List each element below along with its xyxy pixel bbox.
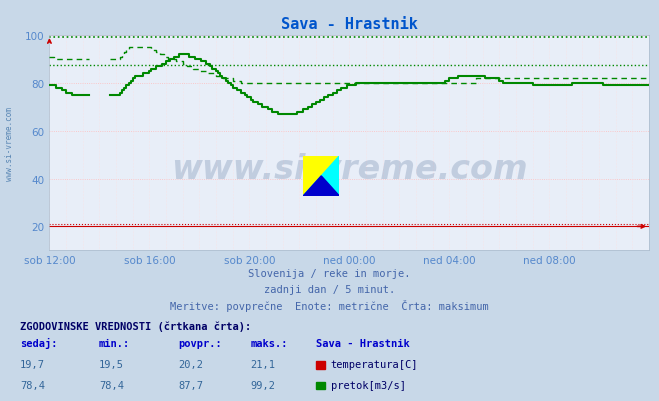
Text: 20,2: 20,2: [178, 359, 203, 369]
Text: 87,7: 87,7: [178, 380, 203, 390]
Text: 21,1: 21,1: [250, 359, 275, 369]
Text: zadnji dan / 5 minut.: zadnji dan / 5 minut.: [264, 285, 395, 295]
Text: pretok[m3/s]: pretok[m3/s]: [331, 380, 406, 390]
Text: Sava - Hrastnik: Sava - Hrastnik: [316, 338, 410, 348]
Polygon shape: [303, 156, 339, 196]
Text: povpr.:: povpr.:: [178, 338, 221, 348]
Text: Meritve: povprečne  Enote: metrične  Črta: maksimum: Meritve: povprečne Enote: metrične Črta:…: [170, 299, 489, 311]
Text: 99,2: 99,2: [250, 380, 275, 390]
Text: 78,4: 78,4: [20, 380, 45, 390]
Text: 19,5: 19,5: [99, 359, 124, 369]
Polygon shape: [303, 176, 339, 196]
Text: www.si-vreme.com: www.si-vreme.com: [5, 106, 14, 180]
Text: www.si-vreme.com: www.si-vreme.com: [171, 153, 528, 186]
Text: temperatura[C]: temperatura[C]: [331, 359, 418, 369]
Text: maks.:: maks.:: [250, 338, 288, 348]
Text: sedaj:: sedaj:: [20, 338, 57, 348]
Title: Sava - Hrastnik: Sava - Hrastnik: [281, 17, 418, 32]
Text: ZGODOVINSKE VREDNOSTI (črtkana črta):: ZGODOVINSKE VREDNOSTI (črtkana črta):: [20, 320, 251, 331]
Text: Slovenija / reke in morje.: Slovenija / reke in morje.: [248, 269, 411, 279]
Polygon shape: [303, 156, 339, 196]
Text: min.:: min.:: [99, 338, 130, 348]
Text: 19,7: 19,7: [20, 359, 45, 369]
Text: 78,4: 78,4: [99, 380, 124, 390]
